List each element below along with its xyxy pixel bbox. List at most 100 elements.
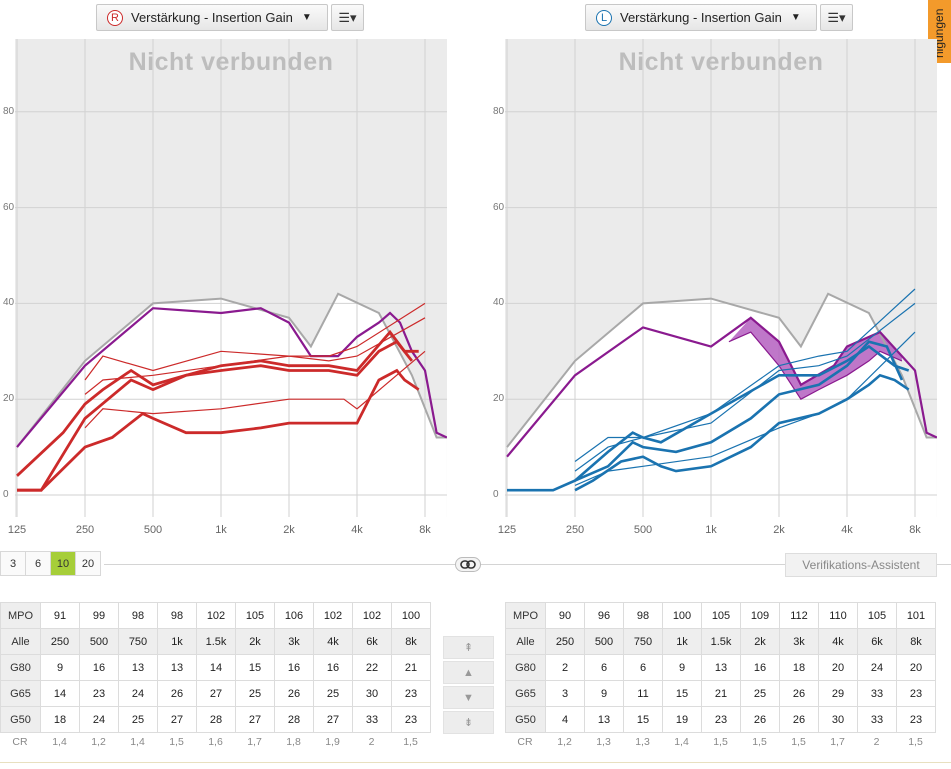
left-ear-g80-row-cell[interactable]: 2 xyxy=(545,654,585,681)
right-ear-g65-row-cell[interactable]: 25 xyxy=(313,680,353,707)
left-ear-frequency-row-label[interactable]: Alle xyxy=(505,628,546,655)
left-ear-view-dropdown[interactable]: L Verstärkung - Insertion Gain ▼ xyxy=(585,4,817,31)
left-ear-g50-row-cell[interactable]: 15 xyxy=(623,706,663,733)
left-chart-menu-button[interactable]: ☰▾ xyxy=(820,4,853,31)
right-ear-mpo-row-cell[interactable]: 91 xyxy=(40,602,80,629)
right-ear-frequency-row-label[interactable]: Alle xyxy=(0,628,41,655)
right-ear-g80-row-cell[interactable]: 22 xyxy=(352,654,392,681)
left-ear-g65-row-cell[interactable]: 3 xyxy=(545,680,585,707)
left-ear-mpo-row-cell[interactable]: 109 xyxy=(740,602,780,629)
right-ear-mpo-row-cell[interactable]: 105 xyxy=(235,602,275,629)
cr-value: 1,9 xyxy=(325,736,340,748)
right-ear-g50-row-cell[interactable]: 25 xyxy=(118,706,158,733)
right-ear-mpo-row-cell[interactable]: 99 xyxy=(79,602,119,629)
left-ear-mpo-row-cell[interactable]: 90 xyxy=(545,602,585,629)
right-ear-g80-row-cell[interactable]: 14 xyxy=(196,654,236,681)
left-ear-g65-row-cell[interactable]: 33 xyxy=(857,680,897,707)
right-ear-g50-row-cell[interactable]: 33 xyxy=(352,706,392,733)
left-ear-g80-row-cell[interactable]: 6 xyxy=(584,654,624,681)
right-ear-g65-row-cell[interactable]: 26 xyxy=(157,680,197,707)
right-ear-g50-row-cell[interactable]: 27 xyxy=(313,706,353,733)
right-chart-menu-button[interactable]: ☰▾ xyxy=(331,4,364,31)
right-ear-mpo-row-cell[interactable]: 102 xyxy=(196,602,236,629)
page-down-button[interactable]: ⇟ xyxy=(443,711,494,734)
right-ear-g80-row-cell[interactable]: 16 xyxy=(313,654,353,681)
left-ear-mpo-row-cell[interactable]: 105 xyxy=(701,602,741,629)
right-ear-g50-row-cell[interactable]: 24 xyxy=(79,706,119,733)
right-ear-g80-row-cell[interactable]: 21 xyxy=(391,654,431,681)
right-ear-g65-row-cell[interactable]: 14 xyxy=(40,680,80,707)
right-ear-g80-row-cell[interactable]: 16 xyxy=(274,654,314,681)
right-ear-g65-row-cell[interactable]: 27 xyxy=(196,680,236,707)
left-ear-mpo-row-cell[interactable]: 96 xyxy=(584,602,624,629)
page-up-button[interactable]: ⇞ xyxy=(443,636,494,659)
right-ear-g65-row-cell[interactable]: 23 xyxy=(391,680,431,707)
right-ear-g50-row-cell[interactable]: 18 xyxy=(40,706,80,733)
left-ear-g80-row-cell[interactable]: 6 xyxy=(623,654,663,681)
right-ear-g80-row-cell[interactable]: 13 xyxy=(157,654,197,681)
left-ear-g65-row-cell[interactable]: 26 xyxy=(779,680,819,707)
left-ear-g50-row-cell[interactable]: 26 xyxy=(740,706,780,733)
right-ear-g80-row-cell[interactable]: 13 xyxy=(118,654,158,681)
left-ear-mpo-row-cell[interactable]: 98 xyxy=(623,602,663,629)
output-curve xyxy=(16,307,447,448)
left-ear-g50-row-cell[interactable]: 26 xyxy=(779,706,819,733)
right-ear-g50-row-cell[interactable]: 28 xyxy=(196,706,236,733)
step-button-10[interactable]: 10 xyxy=(50,551,76,576)
left-ear-g65-row-cell[interactable]: 29 xyxy=(818,680,858,707)
right-ear-g65-row-cell[interactable]: 24 xyxy=(118,680,158,707)
left-ear-g80-row-cell[interactable]: 18 xyxy=(779,654,819,681)
left-ear-mpo-row-cell[interactable]: 110 xyxy=(818,602,858,629)
left-ear-g50-row-cell[interactable]: 23 xyxy=(701,706,741,733)
right-ear-mpo-row-cell[interactable]: 100 xyxy=(391,602,431,629)
right-ear-g80-row-cell[interactable]: 15 xyxy=(235,654,275,681)
right-ear-g80-row-cell[interactable]: 16 xyxy=(79,654,119,681)
right-ear-g65-row-cell[interactable]: 25 xyxy=(235,680,275,707)
right-ear-g65-row-cell[interactable]: 30 xyxy=(352,680,392,707)
left-ear-g50-row-cell[interactable]: 33 xyxy=(857,706,897,733)
left-ear-g50-row-cell[interactable]: 30 xyxy=(818,706,858,733)
left-ear-mpo-row-cell[interactable]: 105 xyxy=(857,602,897,629)
left-ear-g80-row-cell[interactable]: 20 xyxy=(818,654,858,681)
left-ear-g80-row-cell[interactable]: 9 xyxy=(662,654,702,681)
right-ear-mpo-row-cell[interactable]: 98 xyxy=(118,602,158,629)
link-ears-toggle[interactable] xyxy=(455,557,481,572)
right-ear-view-dropdown[interactable]: R Verstärkung - Insertion Gain ▼ xyxy=(96,4,328,31)
verification-assistant-button[interactable]: Verifikations-Assistent xyxy=(785,553,937,577)
step-button-3[interactable]: 3 xyxy=(0,551,26,576)
left-ear-mpo-row-cell[interactable]: 101 xyxy=(896,602,936,629)
left-ear-mpo-row-cell[interactable]: 100 xyxy=(662,602,702,629)
step-button-20[interactable]: 20 xyxy=(75,551,101,576)
left-ear-g80-row-cell[interactable]: 13 xyxy=(701,654,741,681)
y-tick-label-right: 20 xyxy=(3,393,15,405)
left-ear-g80-row-cell[interactable]: 24 xyxy=(857,654,897,681)
left-ear-g50-row-cell[interactable]: 23 xyxy=(896,706,936,733)
left-ear-g65-row-cell[interactable]: 21 xyxy=(701,680,741,707)
left-ear-g65-row-cell[interactable]: 23 xyxy=(896,680,936,707)
left-ear-g50-row-cell[interactable]: 13 xyxy=(584,706,624,733)
step-up-button[interactable]: ▲ xyxy=(443,661,494,684)
right-ear-mpo-row-cell[interactable]: 106 xyxy=(274,602,314,629)
right-ear-g80-row-cell[interactable]: 9 xyxy=(40,654,80,681)
right-ear-mpo-row-cell[interactable]: 102 xyxy=(313,602,353,629)
left-ear-g65-row-cell[interactable]: 9 xyxy=(584,680,624,707)
right-ear-mpo-row-cell[interactable]: 102 xyxy=(352,602,392,629)
cr-value: 1,6 xyxy=(208,736,223,748)
right-ear-g50-row-cell[interactable]: 23 xyxy=(391,706,431,733)
step-down-button[interactable]: ▼ xyxy=(443,686,494,709)
right-ear-g50-row-cell[interactable]: 27 xyxy=(235,706,275,733)
left-ear-g50-row-cell[interactable]: 4 xyxy=(545,706,585,733)
left-ear-g65-row-cell[interactable]: 25 xyxy=(740,680,780,707)
left-ear-g65-row-cell[interactable]: 11 xyxy=(623,680,663,707)
right-ear-g50-row-cell[interactable]: 28 xyxy=(274,706,314,733)
right-ear-g65-row-cell[interactable]: 23 xyxy=(79,680,119,707)
left-ear-g80-row-cell[interactable]: 16 xyxy=(740,654,780,681)
left-ear-g65-row-cell[interactable]: 15 xyxy=(662,680,702,707)
right-ear-g50-row-cell[interactable]: 27 xyxy=(157,706,197,733)
left-ear-mpo-row-cell[interactable]: 112 xyxy=(779,602,819,629)
right-ear-mpo-row-cell[interactable]: 98 xyxy=(157,602,197,629)
right-ear-g65-row-cell[interactable]: 26 xyxy=(274,680,314,707)
left-ear-g50-row-cell[interactable]: 19 xyxy=(662,706,702,733)
left-ear-g80-row-cell[interactable]: 20 xyxy=(896,654,936,681)
step-button-6[interactable]: 6 xyxy=(25,551,51,576)
